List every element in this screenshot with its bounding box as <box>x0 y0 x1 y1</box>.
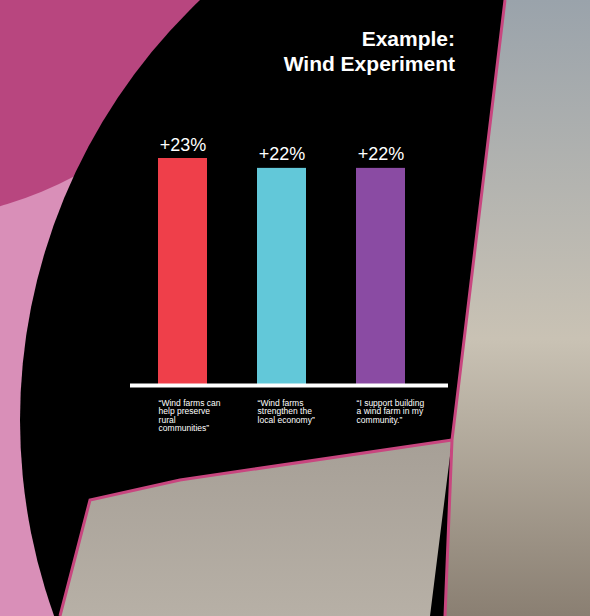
svg-text:“Wind farmsstrengthen thelocal: “Wind farmsstrengthen thelocal economy” <box>258 398 315 425</box>
html-text:Example: Wind Experiment: Example: Wind Experiment <box>283 27 455 76</box>
svg-text:+23%: +23% <box>160 135 207 155</box>
svg-text:“I support buildinga wind farm: “I support buildinga wind farm in mycomm… <box>357 398 425 425</box>
svg-text:+22%: +22% <box>259 144 306 164</box>
svg-text:“Wind farms canhelp preserveru: “Wind farms canhelp preserveruralcommuni… <box>159 398 221 434</box>
svg-text:+22%: +22% <box>358 144 405 164</box>
